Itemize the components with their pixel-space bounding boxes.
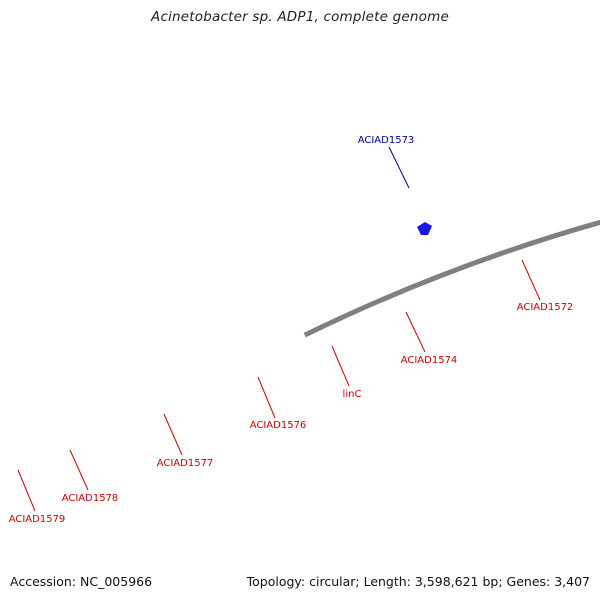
gene-label: ACIAD1578 [62,493,119,504]
map-title: Acinetobacter sp. ADP1, complete genome [151,9,449,25]
genome-summary-text: Topology: circular; Length: 3,598,621 bp… [246,574,590,589]
leader-line [331,345,350,387]
gene-marker-blue [417,222,432,235]
gene-features [303,219,600,338]
leader-line [405,311,426,353]
leader-line [388,146,410,189]
accession-text: Accession: NC_005966 [10,574,153,589]
genome-backbone [303,219,600,338]
leader-line [257,376,276,419]
label-leaders [17,146,541,512]
leader-line [163,413,183,456]
gene-label: ACIAD1572 [517,302,574,313]
gene-label: ACIAD1574 [401,355,458,366]
gene-label: ACIAD1577 [157,458,214,469]
gene-labels: ACIAD1573 ACIAD1572 ACIAD1574 linC ACIAD1576… [9,135,574,525]
leader-line [17,469,36,512]
gene-label: ACIAD1573 [358,135,415,146]
gene-label: linC [343,389,362,400]
leader-line [521,259,541,301]
gene-label: ACIAD1576 [250,420,307,431]
gene-label: ACIAD1579 [9,514,66,525]
leader-line [69,449,89,491]
